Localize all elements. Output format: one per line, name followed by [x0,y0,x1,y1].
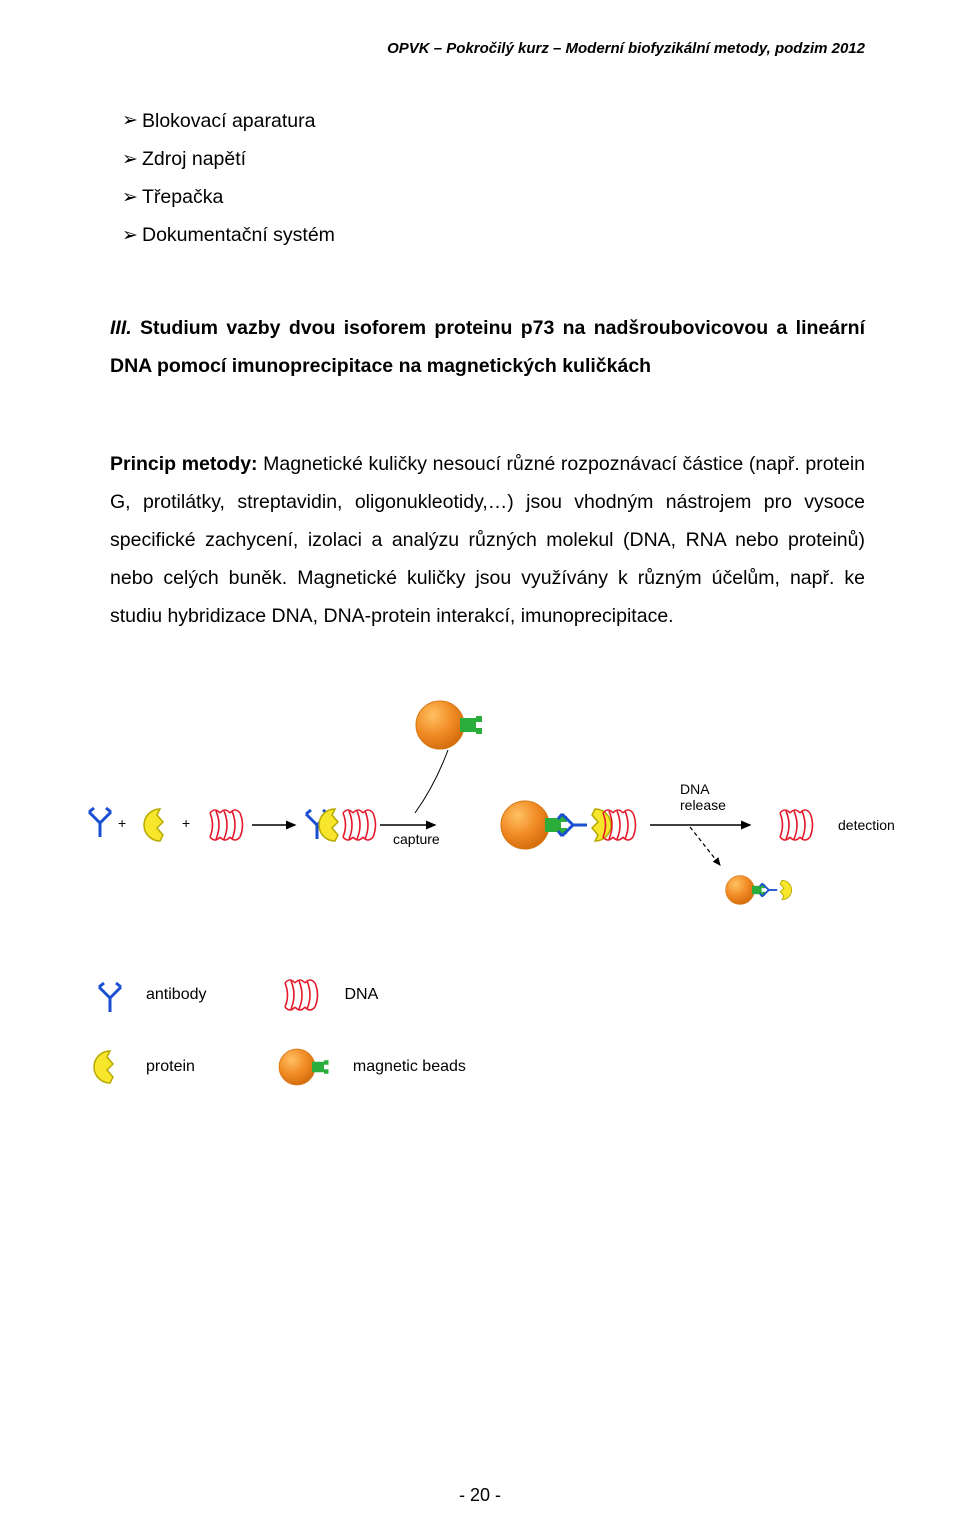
bullet-text: Zdroj napětí [142,140,246,178]
bullet-text: Blokovací aparatura [142,102,315,140]
legend-item-dna: DNA [277,975,379,1015]
capture-label: capture [393,831,440,847]
process-diagram: + + capture DNA release detection [80,695,860,915]
section-title: III. Studium vazby dvou isoforem protein… [110,309,865,385]
principle-text: Magnetické kuličky nesoucí různé rozpozn… [110,453,865,627]
legend-item-protein: protein [92,1049,195,1085]
plus-label: + [182,815,190,831]
list-item: ➢ Zdroj napětí [122,140,865,178]
legend-item-antibody: antibody [92,978,207,1012]
legend: antibody DNA protein magnetic beads [92,975,865,1089]
principle-paragraph: Princip metody: Magnetické kuličky nesou… [110,445,865,635]
legend-label: antibody [146,986,207,1004]
page: OPVK – Pokročilý kurz – Moderní biofyzik… [0,0,960,1538]
page-number: - 20 - [0,1485,960,1506]
legend-label: DNA [345,986,379,1004]
page-header: OPVK – Pokročilý kurz – Moderní biofyzik… [110,40,865,57]
list-item: ➢ Dokumentační systém [122,216,865,254]
plus-label: + [118,815,126,831]
dna-release-label-2: release [680,797,726,813]
section-title-text: Studium vazby dvou isoforem proteinu p73… [110,317,865,377]
bullet-list: ➢ Blokovací aparatura ➢ Zdroj napětí ➢ T… [122,102,865,254]
principle-label: Princip metody: [110,453,258,475]
list-item: ➢ Blokovací aparatura [122,102,865,140]
detection-label: detection [838,817,895,833]
bullet-text: Dokumentační systém [142,216,335,254]
bullet-text: Třepačka [142,178,223,216]
list-item: ➢ Třepačka [122,178,865,216]
arrow-icon: ➢ [122,102,142,139]
dna-release-label-1: DNA [680,781,710,797]
section-roman: III. [110,317,132,339]
legend-item-beads: magnetic beads [275,1045,466,1089]
arrow-icon: ➢ [122,217,142,254]
legend-label: magnetic beads [353,1058,466,1076]
legend-label: protein [146,1058,195,1076]
arrow-icon: ➢ [122,179,142,216]
arrow-icon: ➢ [122,141,142,178]
